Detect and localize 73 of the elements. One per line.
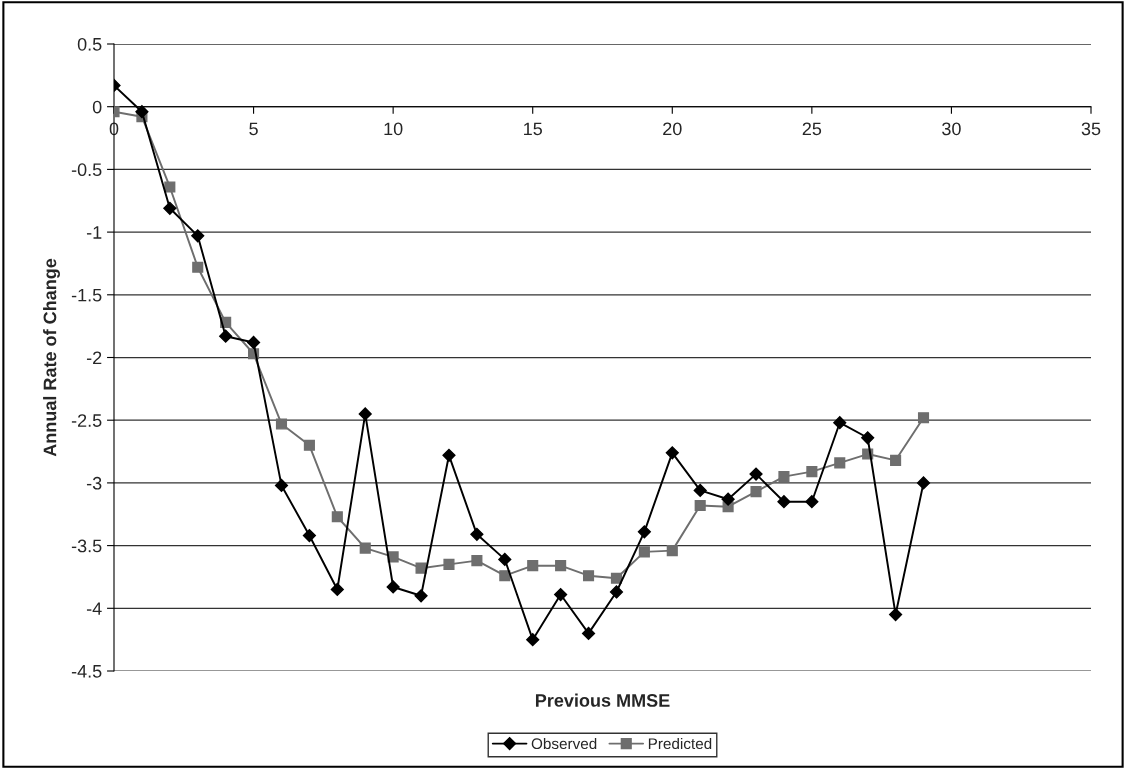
point [163, 201, 177, 215]
legend-label: Predicted [648, 737, 712, 750]
x-tick-label: 15 [524, 122, 542, 136]
point [889, 607, 903, 622]
point [302, 528, 316, 543]
point [861, 431, 875, 445]
point [637, 525, 651, 539]
point [806, 466, 818, 478]
point [274, 478, 289, 492]
point [386, 580, 400, 594]
point [135, 105, 149, 119]
x-tick-label: 20 [663, 122, 682, 136]
y-tick-label: 0 [92, 100, 102, 114]
point [219, 329, 233, 343]
point [470, 527, 484, 541]
point [303, 439, 315, 451]
point [666, 545, 678, 557]
point [527, 560, 539, 572]
point [554, 587, 568, 602]
y-tick-label: -1 [86, 226, 102, 239]
y-tick-label: 0.5 [77, 37, 102, 51]
point [443, 558, 455, 570]
y-tick-label: -2.5 [71, 414, 102, 427]
point [805, 495, 819, 509]
y-axis-title: Annual Rate of Change [43, 258, 60, 457]
point [694, 499, 706, 512]
point [331, 511, 343, 523]
y-tick-label: -3 [86, 476, 102, 490]
point [499, 570, 511, 582]
legend-label: Observed [531, 737, 597, 750]
point [414, 589, 428, 603]
point [442, 448, 456, 462]
point [638, 546, 650, 558]
point [665, 446, 679, 460]
point [191, 229, 205, 243]
point [750, 486, 762, 498]
y-tick-label: -2 [86, 351, 102, 365]
point [581, 626, 596, 640]
x-tick-label: 10 [384, 122, 403, 136]
y-tick-label: -1.5 [71, 288, 102, 302]
point [582, 570, 595, 582]
point [721, 492, 735, 506]
point [916, 476, 931, 490]
point [526, 633, 540, 647]
point [917, 412, 930, 424]
x-tick-label: 5 [249, 122, 258, 136]
point [777, 495, 791, 509]
y-tick-label: -4.5 [71, 665, 102, 678]
point [246, 335, 261, 350]
point [833, 416, 847, 430]
point [834, 457, 846, 469]
x-tick-label: 30 [942, 122, 961, 136]
x-tick-label: 25 [802, 122, 822, 136]
y-tick-label: -4 [86, 602, 102, 615]
point [693, 483, 707, 498]
point [555, 560, 567, 572]
point [498, 552, 512, 566]
x-tick-label: 35 [1081, 122, 1101, 136]
point [749, 467, 763, 481]
y-tick-label: -3.5 [71, 539, 102, 553]
point [778, 471, 790, 483]
point [275, 418, 288, 430]
point [610, 572, 623, 584]
point [164, 181, 176, 193]
point [609, 585, 624, 599]
point [890, 454, 902, 466]
point [358, 407, 372, 421]
x-axis-title: Previous MMSE [535, 693, 670, 707]
point [192, 261, 204, 273]
point [330, 582, 344, 597]
point [471, 555, 483, 567]
point [359, 542, 371, 554]
y-tick-label: -0.5 [71, 163, 102, 177]
